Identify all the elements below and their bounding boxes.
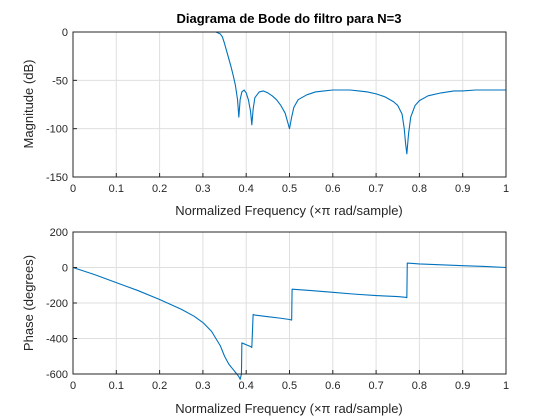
y-tick-label: 200 xyxy=(50,227,68,239)
x-tick-label: 0.4 xyxy=(239,183,254,195)
y-tick-label: 0 xyxy=(62,27,68,39)
x-tick-label: 0.3 xyxy=(195,183,210,195)
x-tick-label: 0.2 xyxy=(152,380,167,392)
y-tick-label: -150 xyxy=(46,172,68,184)
magnitude-x-ticks: 0 0.1 0.2 0.3 0.4 0.5 0.6 0.7 0.8 0.9 1 xyxy=(70,173,509,195)
x-tick-label: 0.3 xyxy=(195,380,210,392)
magnitude-series xyxy=(73,31,506,155)
x-tick-label: 1 xyxy=(503,380,509,392)
magnitude-y-label: Magnitude (dB) xyxy=(21,60,36,149)
x-tick-label: 0.9 xyxy=(455,380,470,392)
y-tick-label: -200 xyxy=(46,298,68,310)
x-tick-label: 0.4 xyxy=(239,380,254,392)
phase-series xyxy=(72,262,507,380)
x-tick-label: 0.9 xyxy=(455,183,470,195)
phase-y-label: Phase (degrees) xyxy=(21,255,36,351)
magnitude-y-ticks: 0 -50 -100 -150 xyxy=(46,27,77,184)
x-tick-label: 0.7 xyxy=(368,183,383,195)
series-line xyxy=(72,262,507,380)
y-tick-label: -100 xyxy=(46,124,68,136)
x-tick-label: 0.1 xyxy=(109,183,124,195)
phase-x-ticks: 0 0.1 0.2 0.3 0.4 0.5 0.6 0.7 0.8 0.9 1 xyxy=(70,370,509,392)
x-tick-label: 0.5 xyxy=(282,183,297,195)
x-tick-label: 0.6 xyxy=(325,183,340,195)
x-tick-label: 0.8 xyxy=(412,183,427,195)
x-tick-label: 0 xyxy=(70,380,76,392)
magnitude-x-label: Normalized Frequency (×π rad/sample) xyxy=(175,203,403,218)
phase-y-ticks: 200 0 -200 -400 -600 xyxy=(46,227,77,381)
x-tick-label: 0.6 xyxy=(325,380,340,392)
x-tick-label: 0.5 xyxy=(282,380,297,392)
magnitude-axes: Diagrama de Bode do filtro para N=3 0 0.1… xyxy=(21,11,509,218)
y-tick-label: -600 xyxy=(46,369,68,381)
chart-title: Diagrama de Bode do filtro para N=3 xyxy=(176,11,401,26)
y-tick-label: 0 xyxy=(62,263,68,275)
x-tick-label: 0.8 xyxy=(412,380,427,392)
x-tick-label: 0.7 xyxy=(368,380,383,392)
phase-x-label: Normalized Frequency (×π rad/sample) xyxy=(175,401,403,416)
y-tick-label: -50 xyxy=(52,75,68,87)
series-line xyxy=(73,31,506,155)
x-tick-label: 0 xyxy=(70,183,76,195)
y-tick-label: -400 xyxy=(46,334,68,346)
x-tick-label: 1 xyxy=(503,183,509,195)
x-tick-label: 0.2 xyxy=(152,183,167,195)
x-tick-label: 0.1 xyxy=(109,380,124,392)
phase-axes: 0 0.1 0.2 0.3 0.4 0.5 0.6 0.7 0.8 0.9 1 200 0 -200 -4… xyxy=(21,227,509,416)
